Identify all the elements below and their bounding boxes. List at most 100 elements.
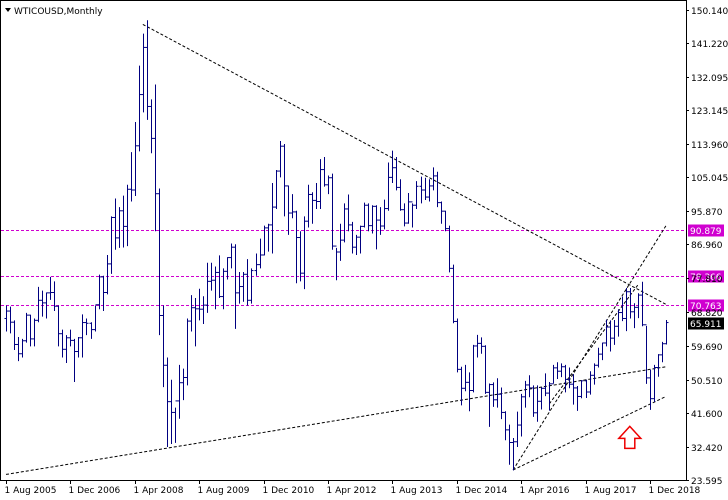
- ohlc-bar: [32, 318, 37, 347]
- up-arrow-icon: [617, 425, 643, 450]
- ohlc-bar: [181, 368, 186, 401]
- ohlc-bar: [40, 290, 45, 317]
- ohlc-bar: [249, 268, 254, 304]
- ohlc-bars: [4, 20, 669, 471]
- ohlc-bar: [20, 338, 25, 358]
- ohlc-bar: [519, 393, 524, 437]
- ohlc-bar: [358, 225, 363, 254]
- ohlc-bar: [511, 438, 516, 471]
- ohlc-bar: [149, 99, 154, 154]
- ohlc-bar: [386, 162, 391, 211]
- trendline: [512, 225, 667, 471]
- y-tick-label: 23.595: [691, 477, 723, 487]
- ohlc-bar: [16, 337, 21, 362]
- ohlc-bar: [221, 268, 226, 310]
- ohlc-bar: [117, 207, 122, 248]
- ohlc-bar: [575, 386, 580, 411]
- ohlc-bar: [632, 303, 637, 329]
- ohlc-bar: [551, 364, 556, 385]
- ohlc-bar: [414, 181, 419, 209]
- ohlc-bar: [80, 314, 85, 358]
- ohlc-bar: [479, 337, 484, 354]
- ohlc-bar: [105, 254, 110, 295]
- ohlc-bar: [254, 253, 259, 276]
- ohlc-bar: [435, 171, 440, 208]
- ohlc-bar: [209, 262, 214, 291]
- ohlc-bar: [346, 194, 351, 232]
- ohlc-bar: [217, 255, 222, 299]
- ohlc-bar: [165, 357, 170, 447]
- ohlc-bar: [318, 159, 323, 209]
- ohlc-bar: [523, 380, 528, 408]
- ohlc-bar: [487, 383, 492, 427]
- level-tag-label: 78.366: [690, 273, 722, 283]
- ohlc-bar: [467, 372, 472, 412]
- y-tick-label: 113.960: [691, 141, 728, 151]
- y-tick-label: 123.145: [691, 107, 728, 117]
- ohlc-bar: [12, 320, 17, 351]
- ohlc-bar: [495, 378, 500, 408]
- ohlc-bar: [270, 182, 275, 254]
- level-tag-label: 90.879: [690, 227, 722, 237]
- ohlc-bar: [362, 202, 367, 228]
- ohlc-bar: [189, 295, 194, 332]
- current-price-tag: [688, 317, 724, 330]
- ohlc-bar: [125, 184, 130, 247]
- ohlc-bar: [571, 374, 576, 405]
- y-tick-label: 77.810: [691, 275, 723, 285]
- x-tick-label: 1 Aug 2009: [198, 486, 250, 496]
- ohlc-bar: [241, 272, 246, 302]
- ohlc-bar: [8, 306, 13, 334]
- ohlc-bar: [596, 347, 601, 368]
- level-tag: [688, 299, 724, 312]
- ohlc-bar: [443, 210, 448, 232]
- ohlc-bar: [145, 20, 150, 120]
- x-tick-label: 1 Aug 2017: [585, 486, 637, 496]
- x-tick-label: 1 Apr 2012: [327, 486, 377, 496]
- level-tag: [688, 224, 724, 237]
- ohlc-bar: [302, 216, 307, 290]
- ohlc-bar: [664, 319, 669, 345]
- ohlc-bar: [274, 169, 279, 209]
- ohlc-bar: [660, 341, 665, 363]
- ohlc-bar: [406, 192, 411, 224]
- ohlc-bar: [656, 354, 661, 377]
- ohlc-bar: [439, 201, 444, 224]
- ohlc-bar: [298, 231, 303, 282]
- y-tick-label: 105.045: [691, 174, 728, 184]
- ohlc-bar: [491, 382, 496, 407]
- ohlc-bar: [463, 364, 468, 392]
- y-tick-label: 50.510: [691, 377, 723, 387]
- ohlc-bar: [310, 192, 315, 224]
- ohlc-bar: [471, 344, 476, 393]
- ohlc-bar: [28, 314, 33, 347]
- y-tick-label: 132.095: [691, 74, 728, 84]
- ohlc-bar: [350, 221, 355, 254]
- ohlc-bar: [588, 371, 593, 395]
- ohlc-bar: [652, 364, 657, 403]
- ohlc-bar: [326, 175, 331, 195]
- ohlc-bar: [76, 337, 81, 358]
- x-tick-label: 1 Dec 2006: [69, 486, 121, 496]
- ohlc-bar: [559, 363, 564, 378]
- ohlc-bar: [378, 207, 383, 235]
- ohlc-bar: [282, 143, 287, 217]
- ohlc-bar: [612, 319, 617, 345]
- ohlc-bar: [173, 400, 178, 443]
- chart-title-text: WTICOUSD,Monthly: [14, 7, 103, 17]
- trendline: [512, 396, 667, 471]
- ohlc-bar: [334, 245, 339, 281]
- ohlc-bar: [620, 296, 625, 322]
- ohlc-bar: [4, 305, 9, 332]
- ohlc-bar: [24, 312, 29, 343]
- x-tick-label: 1 Dec 2018: [649, 486, 701, 496]
- chart-title: WTICOUSD,Monthly: [5, 7, 103, 17]
- symbol-dropdown-icon[interactable]: [5, 8, 11, 12]
- trendlines: [5, 23, 667, 475]
- x-tick-label: 1 Dec 2010: [263, 486, 315, 496]
- ohlc-bar: [109, 216, 114, 274]
- y-tick-label: 32.420: [691, 444, 723, 454]
- ohlc-bar: [342, 203, 347, 243]
